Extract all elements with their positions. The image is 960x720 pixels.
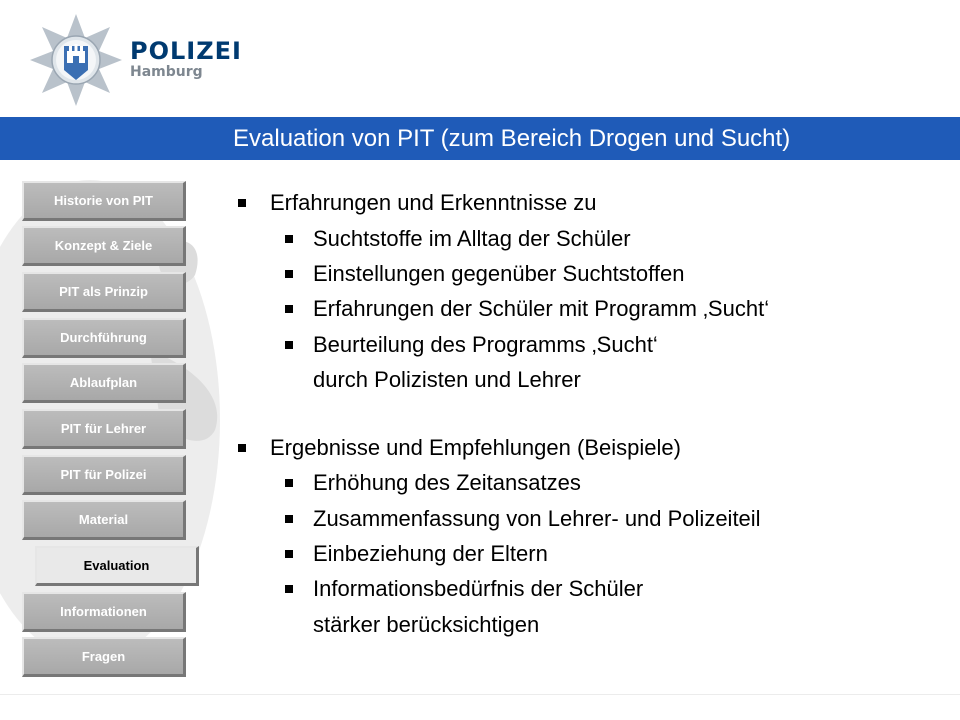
nav-item-label: Fragen — [81, 649, 126, 664]
nav-item-lehrer[interactable]: PIT für Lehrer — [22, 409, 186, 449]
footer-divider — [0, 694, 960, 695]
bullet-text: Zusammenfassung von Lehrer- und Polizeit… — [313, 506, 761, 531]
brand-name: POLIZEI — [130, 37, 242, 65]
bullet-icon — [285, 515, 293, 523]
title-bar — [0, 117, 960, 160]
bullet-text: Einbeziehung der Eltern — [313, 541, 548, 566]
nav-item-historie[interactable]: Historie von PIT — [22, 181, 186, 221]
nav-item-informationen[interactable]: Informationen — [22, 592, 186, 632]
nav-item-material[interactable]: Material — [22, 500, 186, 540]
brand: POLIZEI Hamburg — [130, 38, 242, 80]
bullet-icon — [238, 199, 246, 207]
bullet-text: Einstellungen gegenüber Suchtstoffen — [313, 261, 685, 286]
bullet-icon — [285, 341, 293, 349]
nav-item-label: Informationen — [60, 604, 147, 619]
bullet-text: Suchtstoffe im Alltag der Schüler — [313, 226, 631, 251]
bullet-text: Erhöhung des Zeitansatzes — [313, 470, 581, 495]
bullet-icon — [285, 305, 293, 313]
bullet-icon — [285, 479, 293, 487]
nav-item-label: Ablaufplan — [69, 375, 138, 390]
bullet-icon — [285, 585, 293, 593]
nav-item-label: PIT für Lehrer — [60, 421, 147, 436]
nav-item-label: Durchführung — [60, 330, 147, 345]
nav-item-prinzip[interactable]: PIT als Prinzip — [22, 272, 186, 312]
section-heading: Erfahrungen und Erkenntnisse zu — [270, 190, 597, 215]
bullet-text-continuation: durch Polizisten und Lehrer — [313, 367, 581, 392]
nav-item-fragen[interactable]: Fragen — [22, 637, 186, 677]
bullet-icon — [285, 270, 293, 278]
bullet-icon — [285, 550, 293, 558]
nav-item-konzept[interactable]: Konzept & Ziele — [22, 226, 186, 266]
bullet-text: Informationsbedürfnis der Schüler — [313, 576, 644, 601]
bullet-text-continuation: stärker berücksichtigen — [313, 612, 540, 637]
nav-item-label: PIT für Polizei — [60, 467, 147, 482]
page-title: Evaluation von PIT (zum Bereich Drogen u… — [233, 125, 791, 152]
nav-item-label: Historie von PIT — [54, 193, 153, 208]
bullet-text: Erfahrungen der Schüler mit Programm ‚Su… — [313, 296, 770, 321]
nav-item-evaluation[interactable]: Evaluation — [35, 546, 199, 586]
nav-item-label: Konzept & Ziele — [54, 238, 153, 253]
nav-item-label: Evaluation — [83, 558, 150, 573]
bullet-icon — [238, 444, 246, 452]
police-star-emblem-icon — [30, 14, 122, 106]
nav-item-durchfuehrung[interactable]: Durchführung — [22, 318, 186, 358]
section-heading: Ergebnisse und Empfehlungen (Beispiele) — [270, 435, 681, 460]
bullet-icon — [285, 235, 293, 243]
nav-item-label: Material — [78, 512, 129, 527]
brand-city: Hamburg — [130, 64, 203, 80]
nav-item-label: PIT als Prinzip — [59, 284, 148, 299]
bullet-text: Beurteilung des Programms ‚Sucht‘ — [313, 332, 658, 357]
nav-item-ablaufplan[interactable]: Ablaufplan — [22, 363, 186, 403]
nav-item-polizei[interactable]: PIT für Polizei — [22, 455, 186, 495]
